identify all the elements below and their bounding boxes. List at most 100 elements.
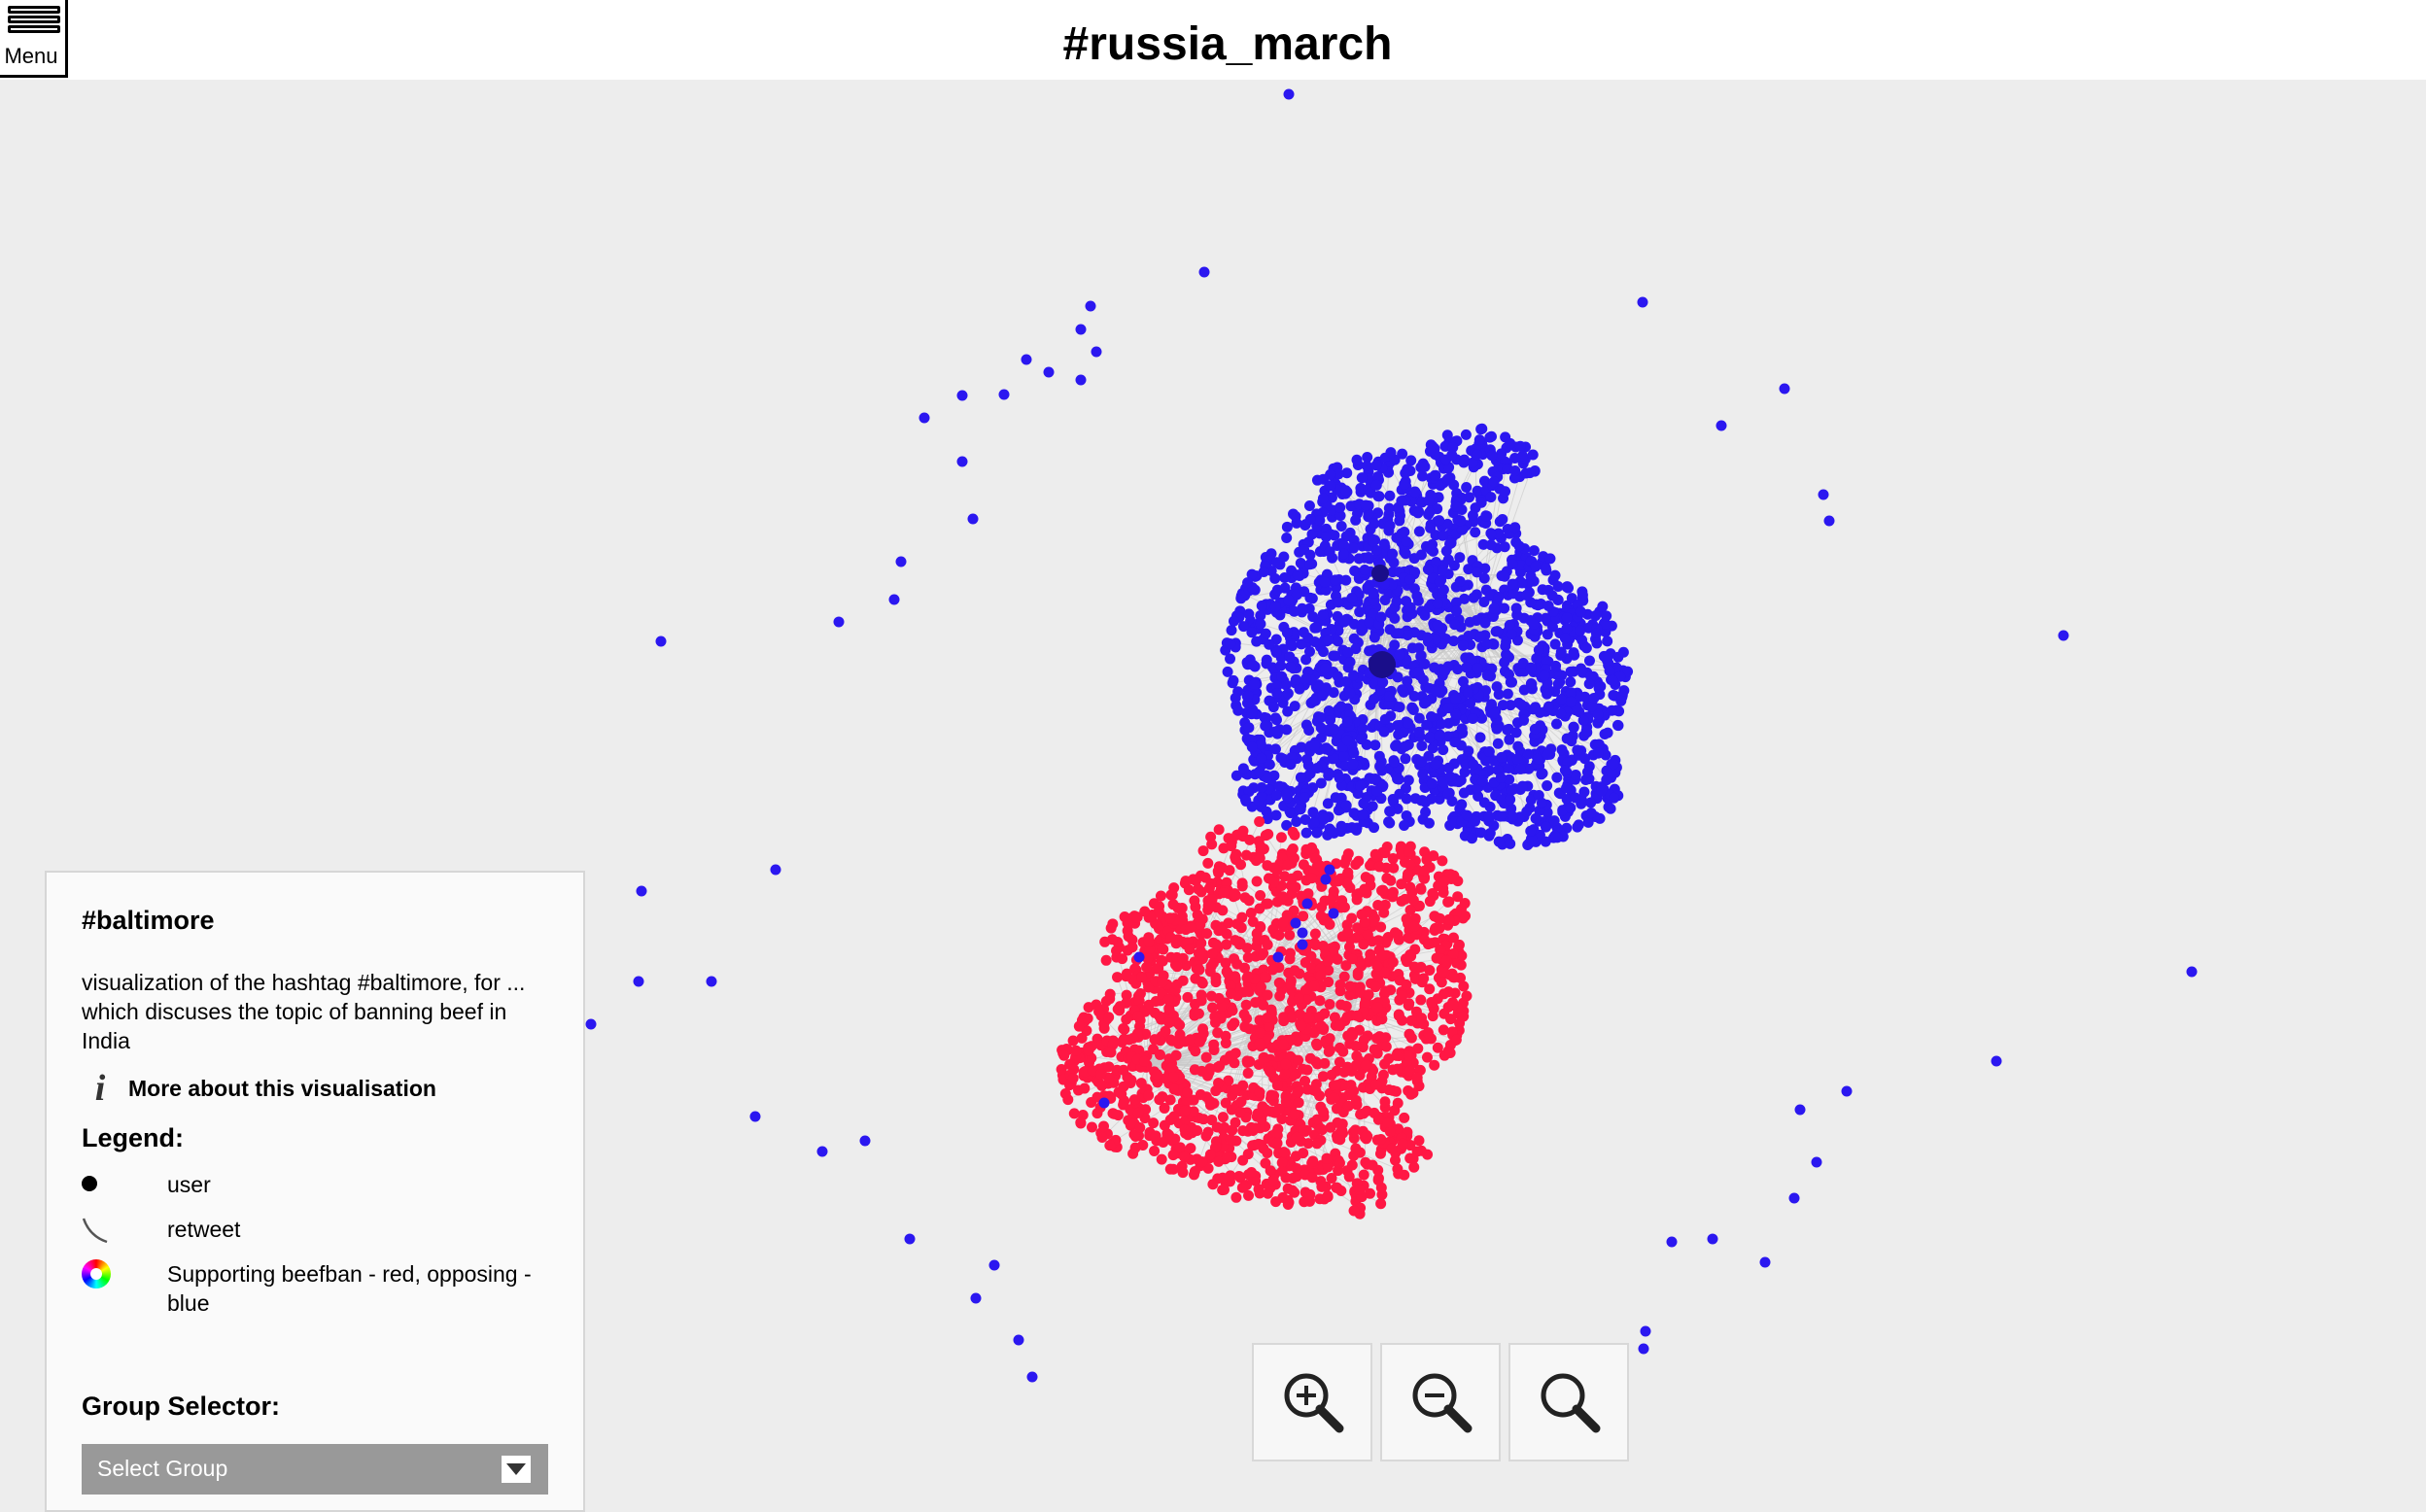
user-node bbox=[1581, 642, 1592, 653]
user-node bbox=[1332, 1103, 1342, 1114]
user-node bbox=[1600, 652, 1611, 663]
group-select[interactable]: Select Group bbox=[82, 1444, 548, 1495]
user-node bbox=[1357, 472, 1368, 483]
user-node bbox=[1169, 1084, 1180, 1095]
user-node bbox=[1480, 510, 1491, 521]
user-node bbox=[1416, 740, 1427, 751]
user-node bbox=[957, 391, 968, 401]
user-node bbox=[1390, 740, 1401, 751]
user-node bbox=[1607, 675, 1617, 686]
user-node bbox=[1542, 689, 1552, 700]
user-node bbox=[1219, 1185, 1230, 1195]
user-node bbox=[1450, 501, 1461, 512]
user-node bbox=[1388, 887, 1399, 898]
user-node bbox=[1405, 951, 1416, 962]
user-node bbox=[1549, 831, 1560, 842]
user-node bbox=[1569, 722, 1579, 733]
user-node bbox=[1207, 948, 1218, 959]
user-node bbox=[1403, 630, 1413, 640]
user-node bbox=[1202, 858, 1213, 869]
user-node bbox=[1338, 549, 1349, 560]
user-node bbox=[1361, 1060, 1371, 1071]
user-node bbox=[1232, 705, 1243, 716]
user-node bbox=[1512, 754, 1523, 765]
user-node bbox=[1227, 625, 1237, 636]
user-node bbox=[1258, 1000, 1268, 1011]
user-node bbox=[1544, 553, 1555, 564]
zoom-out-button[interactable] bbox=[1380, 1343, 1501, 1461]
user-node bbox=[1446, 537, 1457, 548]
user-node bbox=[1618, 685, 1629, 696]
user-node bbox=[1379, 538, 1390, 549]
user-node bbox=[1118, 1082, 1128, 1092]
user-node bbox=[1438, 1024, 1449, 1035]
user-node bbox=[1255, 921, 1265, 932]
user-node bbox=[1485, 528, 1496, 538]
user-node bbox=[1427, 778, 1438, 789]
user-node bbox=[1553, 678, 1564, 689]
user-node bbox=[1295, 1009, 1305, 1019]
user-node bbox=[1399, 1113, 1409, 1123]
user-node bbox=[1425, 523, 1436, 533]
user-node bbox=[1139, 907, 1150, 917]
user-node bbox=[1273, 930, 1284, 941]
user-node bbox=[1306, 873, 1317, 883]
user-node bbox=[1237, 1081, 1248, 1091]
user-node bbox=[1157, 1154, 1167, 1165]
user-node bbox=[1272, 1138, 1283, 1149]
user-node bbox=[1275, 661, 1286, 671]
user-node bbox=[1087, 1122, 1097, 1133]
user-node bbox=[1500, 486, 1510, 497]
user-node bbox=[1406, 703, 1417, 713]
user-node bbox=[1269, 573, 1280, 584]
user-node bbox=[1517, 781, 1528, 792]
user-node bbox=[1349, 1205, 1360, 1216]
user-node bbox=[1191, 876, 1201, 886]
zoom-out-icon bbox=[1409, 1370, 1473, 1434]
user-node bbox=[1583, 817, 1594, 828]
user-node bbox=[1506, 785, 1516, 796]
user-node bbox=[1318, 1106, 1329, 1117]
legend-label: user bbox=[167, 1170, 575, 1199]
user-node bbox=[1412, 1073, 1423, 1083]
user-node bbox=[1430, 470, 1440, 481]
user-node bbox=[1272, 1080, 1283, 1090]
user-node bbox=[1561, 623, 1572, 634]
user-node bbox=[1578, 786, 1589, 797]
user-node bbox=[1352, 455, 1363, 465]
user-node bbox=[1498, 700, 1508, 710]
user-node bbox=[1255, 1027, 1265, 1038]
user-node bbox=[1185, 1034, 1196, 1045]
user-node bbox=[1316, 911, 1327, 921]
user-node bbox=[1247, 741, 1258, 752]
zoom-reset-button[interactable] bbox=[1508, 1343, 1629, 1461]
user-node bbox=[1228, 675, 1238, 686]
user-node bbox=[1329, 687, 1339, 698]
user-node bbox=[1377, 677, 1388, 688]
user-node bbox=[1361, 1130, 1371, 1141]
user-node bbox=[1186, 922, 1196, 933]
user-node bbox=[1566, 667, 1577, 677]
zoom-in-button[interactable] bbox=[1252, 1343, 1372, 1461]
user-node bbox=[1246, 708, 1257, 719]
user-node bbox=[1585, 798, 1596, 808]
group-selector-heading: Group Selector: bbox=[82, 1392, 280, 1422]
user-node bbox=[1171, 1050, 1182, 1061]
more-info-link[interactable]: i More about this visualisation bbox=[82, 1069, 436, 1108]
user-node bbox=[1178, 953, 1189, 964]
user-node bbox=[1246, 627, 1257, 637]
user-node bbox=[1305, 514, 1316, 525]
info-panel: #baltimore visualization of the hashtag … bbox=[45, 871, 585, 1512]
user-node bbox=[1202, 1127, 1213, 1138]
user-node bbox=[1543, 702, 1554, 712]
user-node bbox=[1474, 434, 1485, 445]
user-node bbox=[1391, 596, 1402, 606]
user-node bbox=[1760, 1257, 1771, 1268]
user-node bbox=[1237, 1125, 1248, 1136]
user-node bbox=[1119, 1034, 1129, 1045]
user-node bbox=[1388, 957, 1399, 968]
user-node bbox=[1292, 1132, 1302, 1143]
user-node bbox=[1296, 1020, 1306, 1031]
user-node bbox=[1445, 1014, 1456, 1024]
user-node bbox=[1337, 1047, 1348, 1057]
